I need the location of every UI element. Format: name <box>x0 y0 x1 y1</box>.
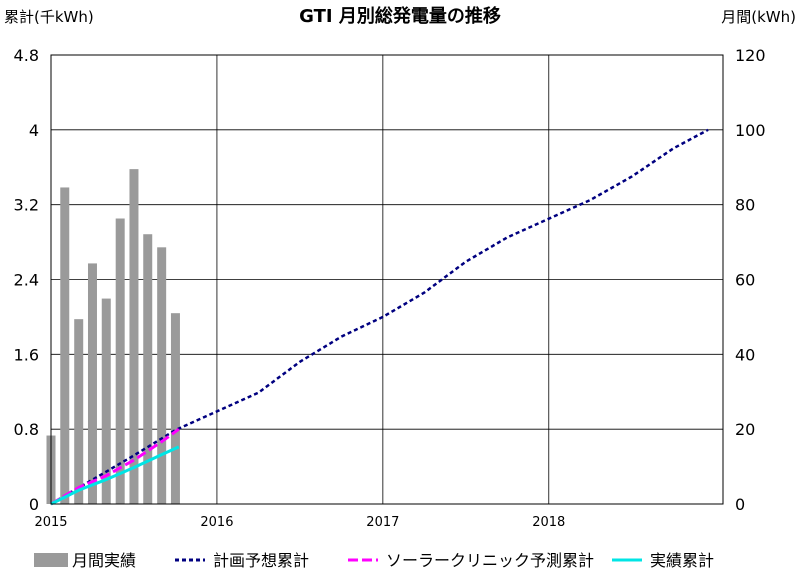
line-計画予想累計 <box>50 128 709 506</box>
y-right-tick-label: 0 <box>735 495 745 514</box>
plot-frame <box>50 54 724 505</box>
bar-月間実績 <box>170 313 180 504</box>
y-left-axis-label: 累計(千kWh) <box>4 8 94 26</box>
legend-label: 実績累計 <box>650 551 714 570</box>
y-right-tick-label: 40 <box>735 345 755 364</box>
legend-label: 月間実績 <box>72 551 136 570</box>
y-left-tick-label: 3.2 <box>14 196 39 215</box>
y-right-tick-label: 80 <box>735 196 755 215</box>
y-right-tick-label: 60 <box>735 271 755 290</box>
x-tick-label: 2016 <box>200 515 233 530</box>
chart-title: GTI 月別総発電量の推移 <box>299 5 501 27</box>
legend-label: 計画予想累計 <box>213 551 309 570</box>
legend-swatch-bar <box>34 553 68 567</box>
y-right-ticks: 0 20 40 60 80 100 120 <box>735 46 766 514</box>
line-実績累計 <box>50 445 180 506</box>
y-left-tick-label: 4 <box>29 121 39 140</box>
y-left-tick-label: 0.8 <box>14 420 39 439</box>
y-right-tick-label: 20 <box>735 420 755 439</box>
y-left-tick-label: 1.6 <box>14 345 39 364</box>
bar-月間実績 <box>157 247 167 505</box>
x-tick-label: 2015 <box>34 515 67 530</box>
bar-月間実績 <box>143 234 153 504</box>
line-ソーラークリニック予測累計 <box>50 427 180 506</box>
y-left-tick-label: 2.4 <box>14 271 39 290</box>
bar-月間実績 <box>74 319 84 504</box>
x-ticks: 2015 2016 2017 2018 <box>34 515 565 530</box>
bar-月間実績 <box>115 218 125 504</box>
x-tick-label: 2018 <box>532 515 565 530</box>
bar-月間実績 <box>87 263 97 504</box>
y-right-tick-label: 120 <box>735 46 766 65</box>
x-tick-label: 2017 <box>366 515 399 530</box>
y-left-tick-label: 0 <box>29 495 39 514</box>
y-right-axis-label: 月間(kWh) <box>721 8 796 26</box>
legend-label: ソーラークリニック予測累計 <box>386 551 594 570</box>
y-left-ticks: 0 0.8 1.6 2.4 3.2 4 4.8 <box>14 46 39 514</box>
cumulative-lines <box>50 128 709 506</box>
bar-月間実績 <box>129 169 139 504</box>
y-left-tick-label: 4.8 <box>14 46 39 65</box>
bar-月間実績 <box>60 187 70 504</box>
legend: 月間実績 計画予想累計 ソーラークリニック予測累計 実績累計 <box>34 551 714 570</box>
bar-月間実績 <box>101 298 111 504</box>
y-right-tick-label: 100 <box>735 121 766 140</box>
